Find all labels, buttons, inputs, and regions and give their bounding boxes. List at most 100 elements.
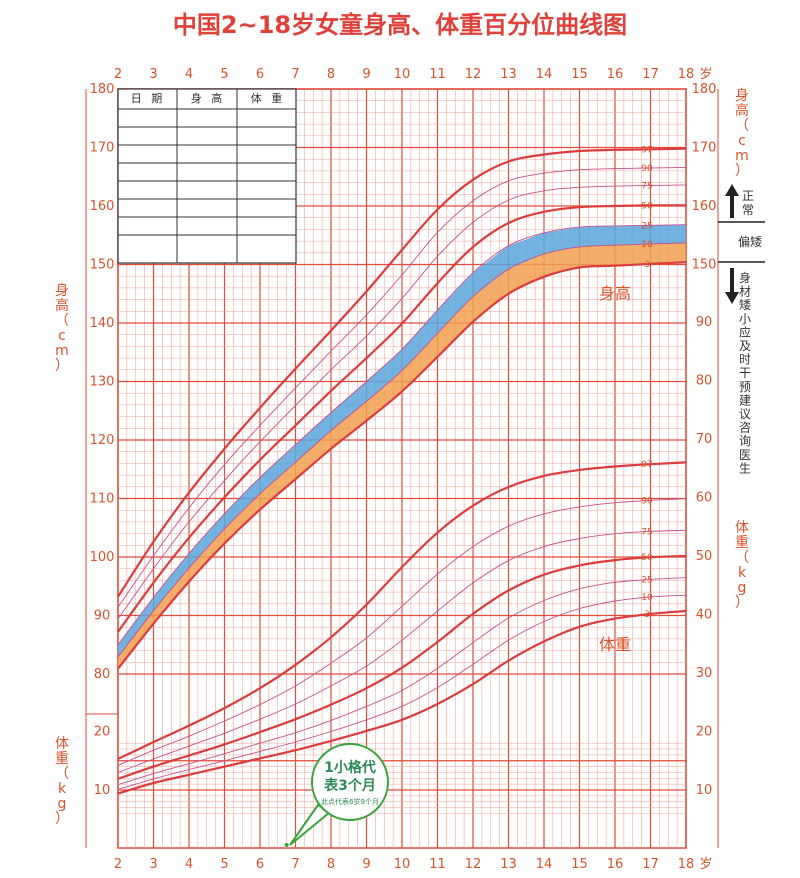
record-table: 日 期身 高体 重 [117,88,297,264]
x-tick-bottom: 7 [291,857,299,872]
weight-curve-label: 体重 [599,635,631,654]
height-curve-label: 身高 [599,284,631,303]
x-tick-bottom: 16 [607,857,624,872]
down-arrow-icon [725,268,739,304]
height-label-p75: 75 [641,182,652,192]
weight-axis-label-right: 体重（ k g） [735,520,749,611]
height-tick-left: 130 [90,375,115,390]
weight-label-p10: 10 [641,593,653,603]
height-tick-left: 110 [90,492,115,507]
bubble-line2: 表3个月 [323,777,376,794]
x-tick-bottom: 11 [429,857,446,872]
bubble-circle [311,743,389,821]
weight-tick-right: 70 [696,432,713,447]
table-header: 体 重 [251,91,286,105]
weight-axis-label-left: 体重（ k g） [55,736,69,827]
x-tick-bottom: 13 [500,857,517,872]
height-axis-label-left: 身高（ c m） [55,283,69,374]
x-unit-bottom: 岁 [699,857,712,872]
weight-label-p75: 75 [641,527,652,537]
weight-tick-right: 10 [696,783,713,798]
height-tick-left: 120 [90,433,115,448]
height-tick-left: 90 [94,609,111,624]
weight-curve-p97 [117,461,687,760]
height-tick-left: 100 [90,550,115,565]
chart-title: 中国2~18岁女童身高、体重百分位曲线图 [173,11,627,39]
weight-curve-p75 [117,529,687,773]
x-tick-bottom: 3 [149,857,157,872]
x-tick-top: 12 [465,67,482,82]
height-tick-left: 170 [90,141,115,156]
x-tick-top: 13 [500,67,517,82]
x-tick-top: 10 [394,67,411,82]
x-tick-top: 6 [256,67,264,82]
x-tick-bottom: 17 [642,857,659,872]
weight-curve-p10 [117,594,687,790]
x-tick-bottom: 15 [571,857,588,872]
weight-tick-right: 30 [696,666,713,681]
weight-tick-right: 80 [696,374,713,389]
axis-ticks: 2 2 3 3 4 4 5 5 6 6 7 7 8 8 9 9 10 10 11 11 12 12 13 13 14 14 15 15… [55,67,749,872]
table-header: 日 期 [131,92,166,105]
weight-label-p50: 50 [641,553,653,563]
x-tick-top: 4 [185,67,193,82]
x-tick-top: 9 [362,67,370,82]
weight-tick-right: 20 [696,725,713,740]
height-axis-label-right: 身高（ c m） [735,88,749,179]
x-tick-top: 17 [642,67,659,82]
x-tick-bottom: 2 [114,857,122,872]
x-tick-bottom: 14 [536,857,553,872]
height-curve-p25 [117,224,687,646]
x-tick-top: 5 [220,67,228,82]
height-label-p3: 3 [644,260,650,270]
weight-tick-right: 90 [696,315,713,330]
x-tick-top: 2 [114,67,122,82]
weight-tick-right: 40 [696,608,713,623]
height-tick-left: 80 [94,667,111,682]
short-label: 偏矮 [738,234,762,249]
weight-tick-right: 60 [696,491,713,506]
height-label-p50: 50 [641,201,653,211]
x-tick-bottom: 10 [394,857,411,872]
height-tick-left: 180 [90,82,115,97]
x-tick-bottom: 9 [362,857,370,872]
height-tick-left: 160 [90,199,115,214]
weight-curve-p25 [117,577,687,786]
weight-label-p90: 90 [641,496,653,506]
height-tick-right: 160 [692,199,717,214]
weight-label-p3: 3 [644,610,650,620]
height-tick-left: 150 [90,258,115,273]
x-tick-bottom: 4 [185,857,193,872]
x-tick-bottom: 18 [678,857,695,872]
x-tick-top: 18 [678,67,695,82]
bubble-point [284,843,289,847]
table-frame [117,88,297,264]
x-tick-top: 15 [571,67,588,82]
x-tick-bottom: 5 [220,857,228,872]
height-tick-right: 180 [692,82,717,97]
bubble-line1: 1小格代 [324,759,376,776]
normal-label: 正常 [742,189,754,217]
x-tick-top: 8 [327,67,335,82]
x-tick-bottom: 12 [465,857,482,872]
height-curve-p75 [117,184,687,620]
table-header: 身 高 [191,91,226,105]
height-tick-left: 140 [90,316,115,331]
height-curve-p10 [117,242,687,658]
x-tick-bottom: 8 [327,857,335,872]
weight-tick-left: 10 [94,783,111,798]
x-tick-top: 14 [536,67,553,82]
height-tick-right: 170 [692,141,717,156]
height-tick-right: 150 [692,258,717,273]
height-label-p25: 25 [641,221,652,231]
height-curve-p90 [117,166,687,608]
x-unit-top: 岁 [699,67,712,82]
height-label-p97: 97 [641,145,652,155]
height-label-p90: 90 [641,164,653,174]
x-tick-bottom: 6 [256,857,264,872]
x-tick-top: 16 [607,67,624,82]
